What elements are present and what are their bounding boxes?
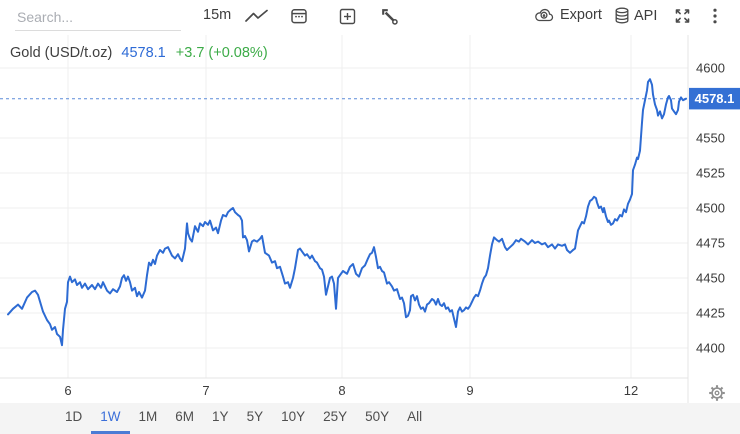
timescale-6m[interactable]: 6M bbox=[175, 409, 195, 424]
timescale-50y[interactable]: 50Y bbox=[365, 409, 390, 424]
timescale-25y[interactable]: 25Y bbox=[323, 409, 348, 424]
plus-square-icon bbox=[339, 8, 356, 25]
timescale-1w[interactable]: 1W bbox=[91, 403, 130, 434]
timescale-1d[interactable]: 1D bbox=[65, 409, 83, 424]
wrench-icon bbox=[381, 8, 399, 26]
export-label: Export bbox=[560, 7, 602, 23]
cloud-download-icon bbox=[533, 7, 555, 23]
price-series-line bbox=[7, 78, 687, 347]
api-button[interactable]: API bbox=[614, 7, 657, 24]
instrument-change: +3.7 (+0.08%) bbox=[175, 45, 268, 61]
kebab-menu-icon bbox=[712, 7, 718, 25]
x-axis-label: 12 bbox=[624, 383, 638, 398]
current-price-badge bbox=[689, 87, 740, 110]
x-axis-label: 9 bbox=[466, 383, 473, 398]
x-axis-label: 8 bbox=[338, 383, 345, 398]
y-axis-label: 4500 bbox=[696, 201, 725, 216]
chart-type-button[interactable] bbox=[245, 9, 269, 23]
y-axis-label: 4525 bbox=[696, 166, 725, 181]
export-button[interactable]: Export bbox=[533, 7, 602, 23]
timescale-all[interactable]: All bbox=[407, 409, 423, 424]
more-options-button[interactable] bbox=[712, 7, 718, 25]
axis-settings-button[interactable] bbox=[708, 384, 726, 402]
interval-selector[interactable]: 15m bbox=[203, 7, 232, 23]
instrument-price: 4578.1 bbox=[121, 45, 166, 61]
api-label: API bbox=[634, 7, 658, 24]
current-price-badge-value: 4578.1 bbox=[695, 91, 735, 106]
calendar-icon bbox=[290, 7, 308, 25]
timescale-1y[interactable]: 1Y bbox=[212, 409, 229, 424]
instrument-header: Gold (USD/t.oz) 4578.1 +3.7 (+0.08%) bbox=[10, 45, 268, 61]
database-icon bbox=[614, 7, 630, 24]
chart-settings-button[interactable] bbox=[381, 8, 399, 26]
y-axis-label: 4550 bbox=[696, 131, 725, 146]
timescale-1m[interactable]: 1M bbox=[138, 409, 158, 424]
timescale-bar: 1D 1W 1M 6M 1Y 5Y 10Y 25Y 50Y All bbox=[0, 403, 740, 434]
timescale-10y[interactable]: 10Y bbox=[281, 409, 306, 424]
x-axis-label: 7 bbox=[202, 383, 209, 398]
trend-line-icon bbox=[245, 9, 269, 23]
timescale-5y[interactable]: 5Y bbox=[246, 409, 264, 424]
y-axis-label: 4475 bbox=[696, 236, 725, 251]
y-axis-label: 4450 bbox=[696, 271, 725, 286]
fullscreen-expand-icon bbox=[673, 7, 692, 25]
y-axis-label: 4600 bbox=[696, 61, 725, 76]
add-indicator-button[interactable] bbox=[339, 8, 356, 25]
top-toolbar: 15m Export bbox=[0, 0, 740, 32]
fullscreen-button[interactable] bbox=[673, 7, 692, 25]
search-input[interactable] bbox=[15, 4, 181, 31]
x-axis-label: 6 bbox=[64, 383, 71, 398]
y-axis-label: 4425 bbox=[696, 306, 725, 321]
gear-icon bbox=[708, 384, 726, 402]
instrument-name: Gold (USD/t.oz) bbox=[10, 45, 113, 61]
y-axis-label: 4400 bbox=[696, 341, 725, 356]
date-range-button[interactable] bbox=[290, 7, 308, 25]
